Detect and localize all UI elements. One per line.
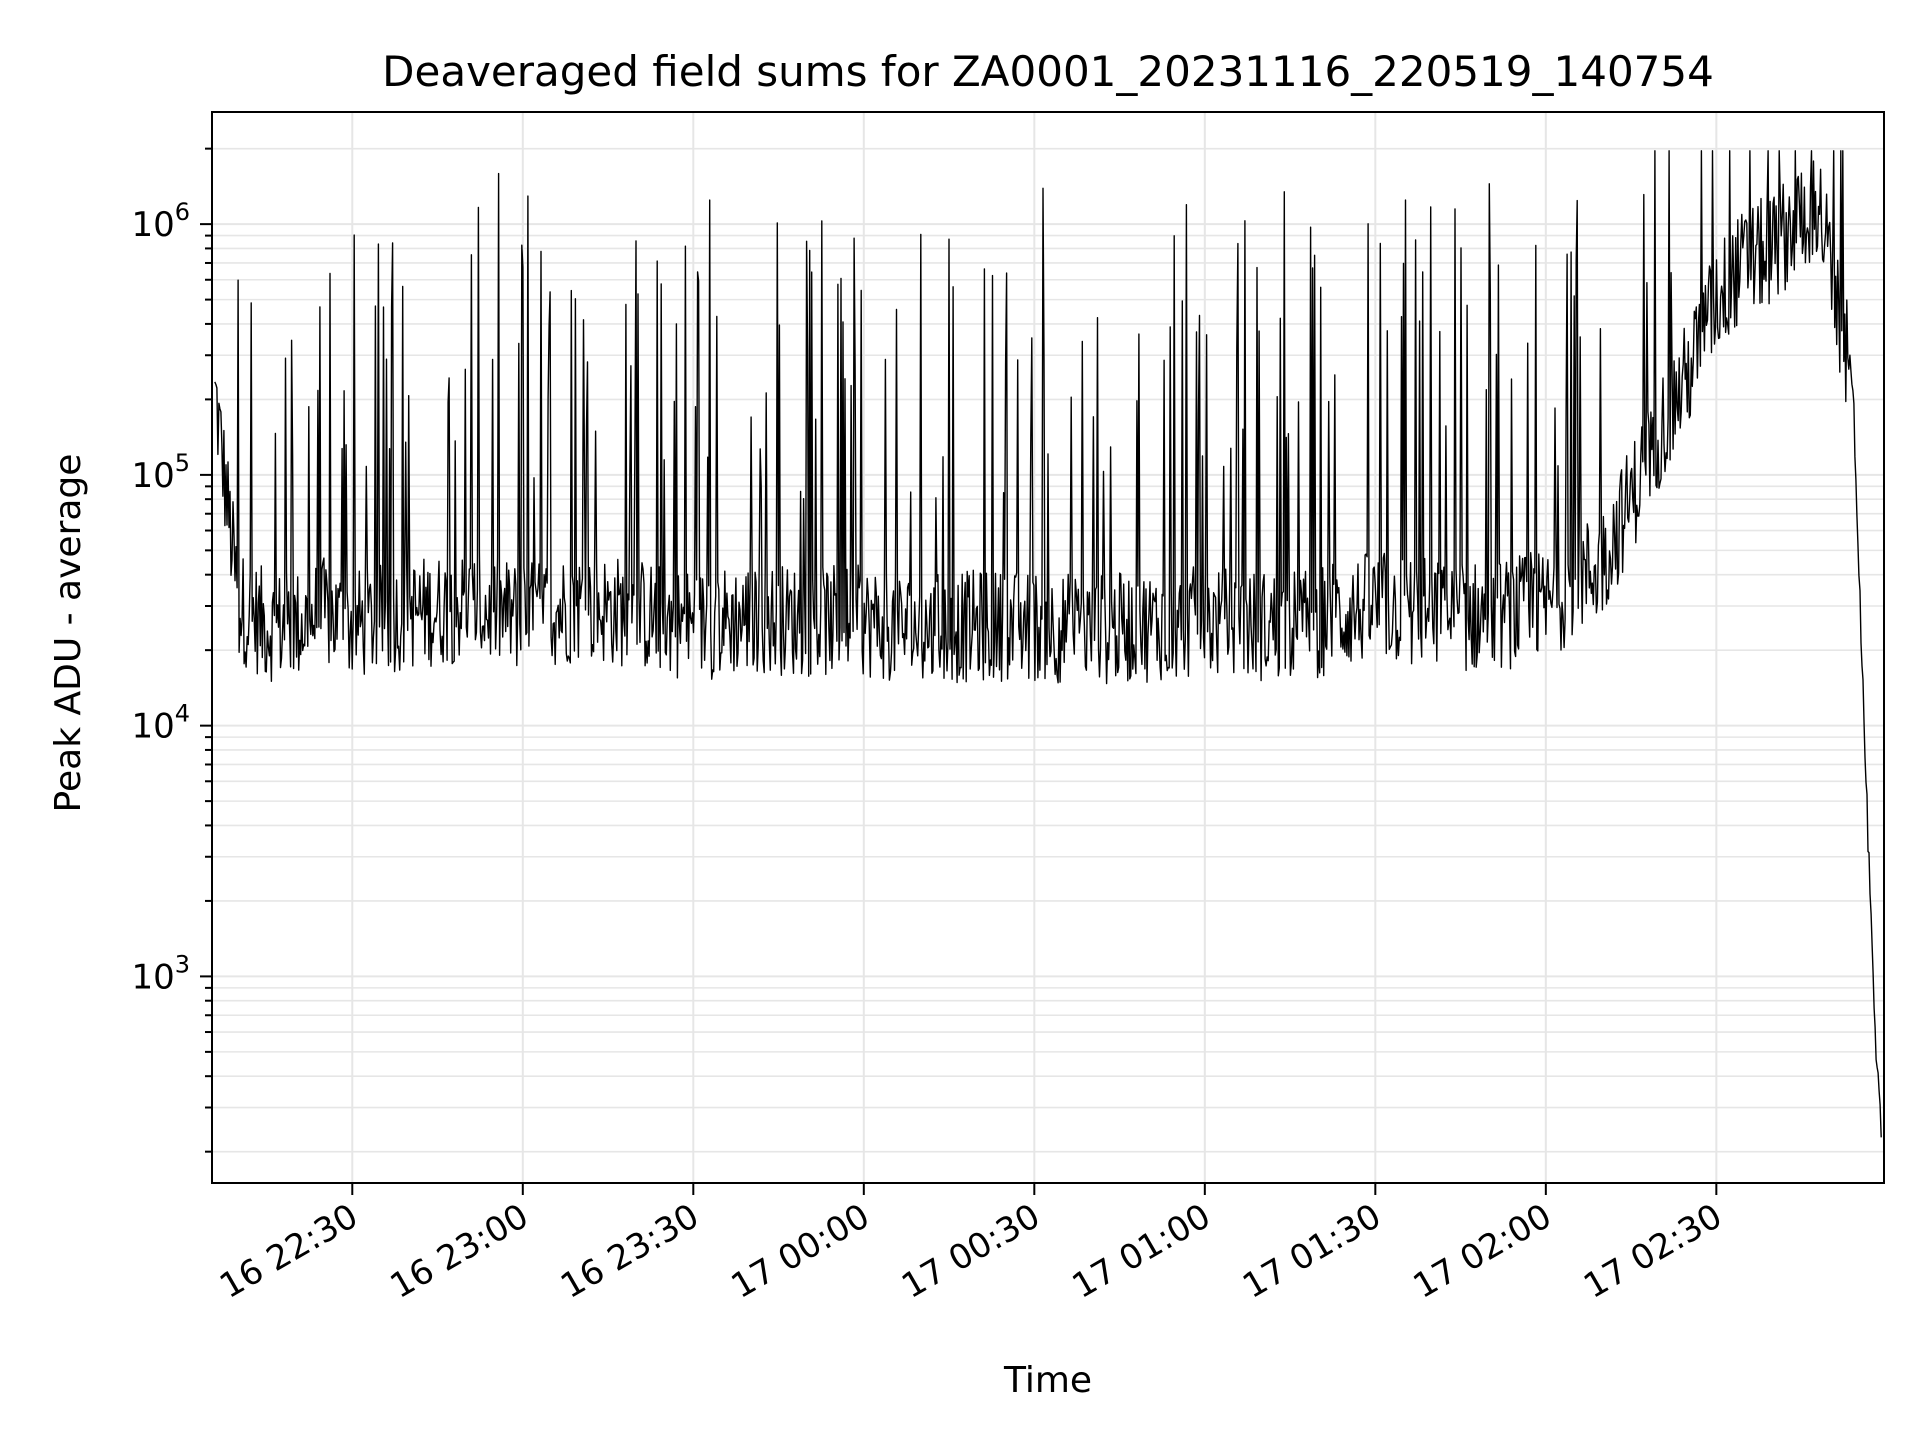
y-axis-label: Peak ADU - average [48, 454, 89, 813]
series-line [214, 150, 1882, 1138]
y-axis: 103 104 105 106 [131, 147, 212, 1153]
y-tick-label: 106 [131, 198, 190, 245]
x-axis-label: Time [1003, 1360, 1092, 1401]
y-tick-label: 103 [131, 950, 190, 997]
plot-area [214, 150, 1882, 1138]
y-tick-label: 104 [131, 700, 190, 747]
y-tick-label: 105 [131, 449, 190, 496]
chart-title: Deaveraged field sums for ZA0001_2023111… [382, 47, 1714, 96]
plot-frame [211, 111, 1885, 1184]
